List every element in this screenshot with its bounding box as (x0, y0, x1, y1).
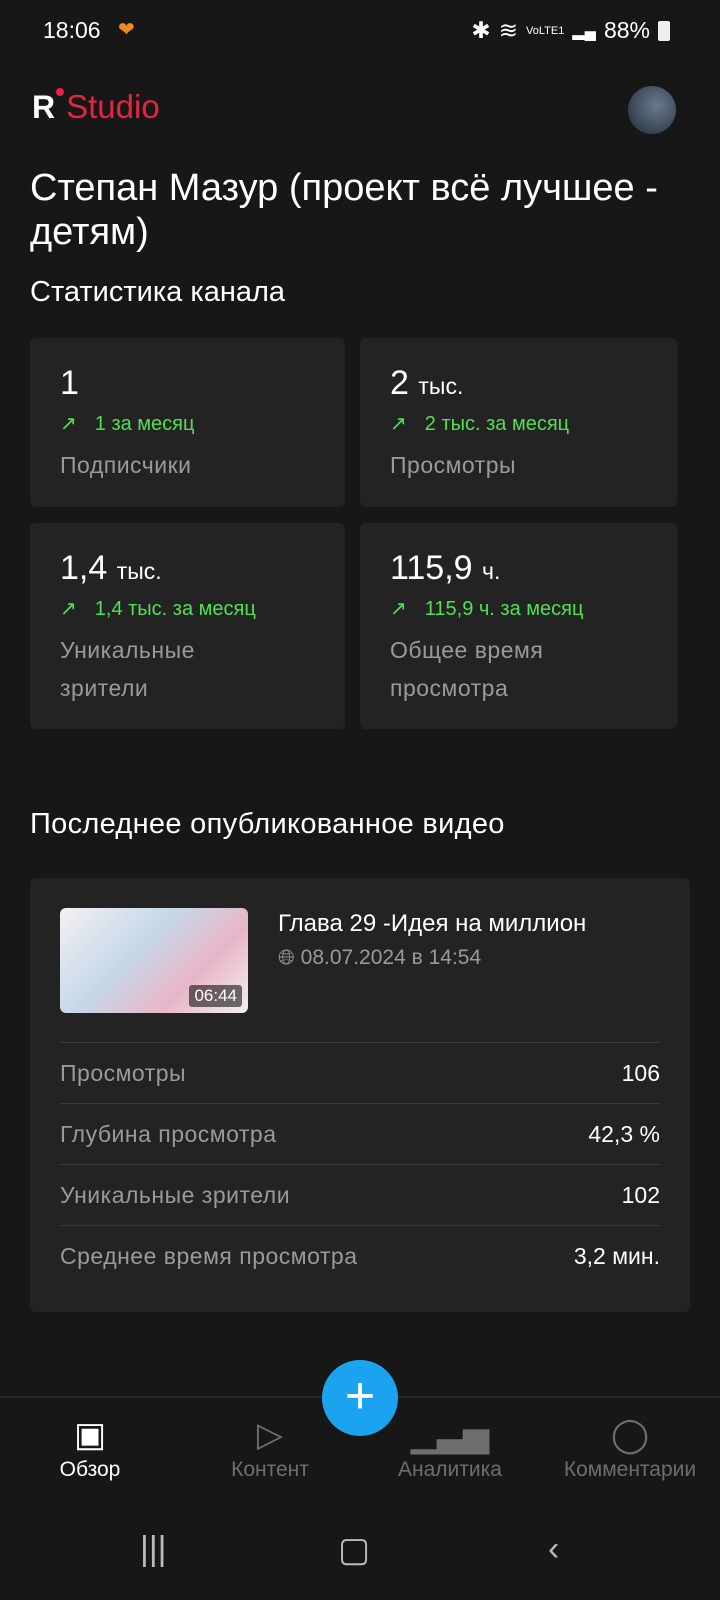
home-button[interactable]: ▢ (338, 1531, 371, 1569)
clock: 18:06 (43, 17, 101, 43)
add-button[interactable]: + (322, 1360, 398, 1436)
recent-apps-button[interactable]: ||| (140, 1530, 167, 1568)
section-title-stats: Статистика канала (30, 276, 286, 308)
app-notification-icon: ❤ (118, 19, 135, 41)
trend-up-icon: ↗ (60, 413, 77, 435)
trend-up-icon: ↗ (390, 413, 407, 435)
trend-up-icon: ↗ (60, 598, 77, 620)
wifi-icon: ≋ (498, 17, 518, 43)
back-button[interactable]: ‹ (548, 1530, 560, 1568)
volte-icon: VoLTE1 (525, 24, 565, 37)
grid-icon: ▣ (73, 1416, 107, 1454)
battery-percent: 88% (603, 17, 650, 43)
latest-video-card[interactable]: 06:44 Глава 29 -Идея на миллион 🌐︎ 08.07… (30, 878, 690, 1312)
bar-chart-icon: ▁▃▅ (410, 1416, 490, 1454)
video-date: 08.07.2024 в 14:54 (300, 946, 482, 969)
trend-up-icon: ↗ (390, 598, 407, 620)
tab-comments[interactable]: ◯ Комментарии (540, 1412, 720, 1482)
tab-overview[interactable]: ▣ Обзор (0, 1412, 180, 1482)
signal-icon: ▂▄ (572, 22, 596, 40)
video-stat-row: Просмотры 106 (60, 1042, 660, 1103)
video-stats: Просмотры 106 Глубина просмотра 42,3 % Уни… (60, 1042, 660, 1286)
status-bar: 18:06 ❤ ✱ ≋ VoLTE1 ▂▄ 88% (0, 0, 720, 60)
comment-icon: ◯ (610, 1416, 650, 1454)
rstudio-logo: R Studio (32, 88, 160, 125)
section-title-latest-video: Последнее опубликованное видео (30, 808, 505, 840)
channel-title: Степан Мазур (проект всё лучшее - детям) (30, 167, 658, 253)
video-thumbnail[interactable]: 06:44 (60, 908, 248, 1013)
play-icon: ▷ (256, 1416, 284, 1454)
video-stat-row: Среднее время просмотра 3,2 мин. (60, 1225, 660, 1286)
stat-card-watch-time[interactable]: 115,9 ч. ↗ 115,9 ч. за месяц Общее время … (360, 523, 677, 729)
tab-analytics[interactable]: ▁▃▅ Аналитика (360, 1412, 540, 1482)
video-stat-row: Уникальные зрители 102 (60, 1164, 660, 1225)
video-duration: 06:44 (189, 985, 242, 1007)
battery-icon (658, 20, 670, 41)
globe-icon: 🌐︎ (278, 946, 295, 969)
tab-content[interactable]: ▷ Контент (180, 1412, 360, 1482)
bluetooth-icon: ✱ (471, 17, 491, 43)
stat-card-views[interactable]: 2 тыс. ↗ 2 тыс. за месяц Просмотры (360, 338, 677, 507)
video-title[interactable]: Глава 29 -Идея на миллион (278, 910, 587, 937)
video-stat-row: Глубина просмотра 42,3 % (60, 1103, 660, 1164)
stat-card-subscribers[interactable]: 1 ↗ 1 за месяц Подписчики (30, 338, 345, 507)
stat-card-unique-viewers[interactable]: 1,4 тыс. ↗ 1,4 тыс. за месяц Уникальные з… (30, 523, 345, 729)
avatar[interactable] (628, 86, 676, 134)
